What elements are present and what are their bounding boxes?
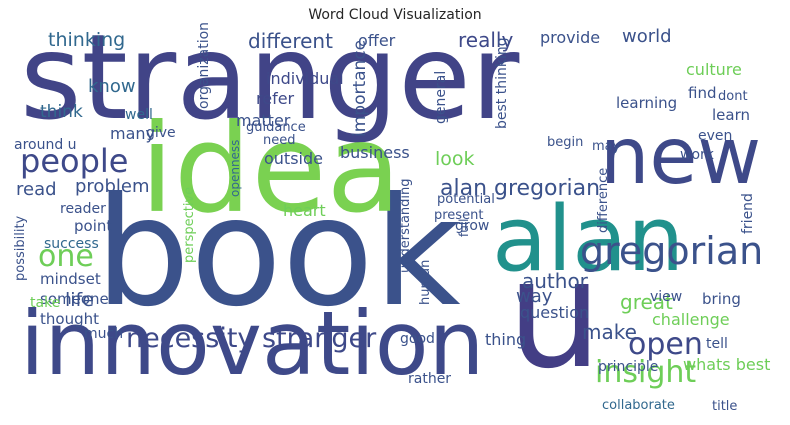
word-challenge: challenge bbox=[652, 310, 730, 329]
word-give: give bbox=[146, 125, 176, 141]
word-thinking: thinking bbox=[48, 29, 126, 51]
word-thought: thought bbox=[40, 310, 99, 328]
word-potential: potential bbox=[437, 192, 495, 207]
word-look: look bbox=[435, 148, 475, 170]
word-question: question bbox=[520, 303, 590, 322]
word-one: one bbox=[38, 239, 94, 274]
word-present: present bbox=[434, 208, 484, 223]
word-provide: provide bbox=[540, 28, 601, 47]
word-possibility: possibility bbox=[13, 215, 28, 281]
word-mindset: mindset bbox=[40, 270, 101, 288]
word-life: life bbox=[65, 289, 94, 311]
word-openness: openness bbox=[228, 139, 242, 197]
word-really: really bbox=[458, 28, 514, 52]
word-difference: difference bbox=[596, 167, 611, 233]
word-understanding: understanding bbox=[398, 178, 413, 273]
word-problem: problem bbox=[75, 176, 150, 197]
word-heart: heart bbox=[283, 201, 326, 220]
word-outside: outside bbox=[264, 149, 323, 168]
word-different: different bbox=[248, 29, 333, 53]
word-principle: principle bbox=[598, 359, 659, 375]
word-individual: individual bbox=[266, 69, 344, 88]
word-culture: culture bbox=[686, 60, 742, 79]
word-offer: offer bbox=[358, 31, 396, 50]
word-make: make bbox=[582, 320, 637, 344]
word-alan: alan bbox=[492, 187, 685, 292]
word-open: open bbox=[628, 327, 703, 362]
word-world: world bbox=[622, 26, 672, 47]
word-importance: importance bbox=[350, 39, 370, 137]
word-tell: tell bbox=[706, 336, 728, 352]
word-thing: thing bbox=[485, 330, 527, 349]
word-collaborate: collaborate bbox=[602, 398, 675, 413]
word-rather: rather bbox=[408, 371, 452, 387]
word-whats-best: whats best bbox=[683, 355, 771, 374]
word-general: general bbox=[433, 70, 449, 124]
word-work: work bbox=[680, 147, 714, 163]
word-around-u: around u bbox=[14, 137, 77, 153]
word-stranger: stranger bbox=[20, 8, 520, 146]
word-reader: reader bbox=[60, 201, 106, 217]
word-view: view bbox=[650, 289, 683, 305]
word-learn: learn bbox=[712, 106, 750, 124]
word-dont: dont bbox=[718, 89, 748, 104]
word-even: even bbox=[698, 128, 733, 144]
word-much: much bbox=[84, 326, 124, 342]
word-title: title bbox=[712, 399, 738, 414]
word-friend: friend bbox=[740, 193, 756, 234]
word-organization: organization bbox=[196, 21, 212, 109]
word-idea: idea bbox=[140, 98, 402, 240]
word-learning: learning bbox=[616, 94, 678, 112]
word-think: think bbox=[40, 102, 83, 122]
word-guidance: guidance bbox=[246, 120, 306, 135]
word-insight: insight bbox=[595, 355, 697, 390]
word-full: full bbox=[457, 218, 471, 238]
word-well: well bbox=[125, 107, 153, 123]
word-know: know bbox=[88, 76, 136, 97]
word-success: success bbox=[44, 236, 99, 252]
word-author: author bbox=[522, 269, 588, 293]
word-need: need bbox=[263, 133, 296, 148]
word-business: business bbox=[340, 143, 410, 162]
word-way: way bbox=[516, 286, 553, 307]
word-take: take bbox=[30, 295, 61, 311]
word-new: new bbox=[600, 112, 762, 202]
word-find: find bbox=[688, 84, 717, 102]
word-point: point bbox=[74, 217, 113, 235]
word-alan-gregorian: alan gregorian bbox=[440, 176, 601, 201]
word-matter: matter bbox=[236, 111, 291, 130]
word-grow: grow bbox=[455, 218, 490, 234]
word-may: may bbox=[592, 139, 621, 154]
word-gregorian: gregorian bbox=[580, 229, 764, 273]
word-refer: refer bbox=[256, 89, 295, 108]
word-people: people bbox=[20, 142, 129, 180]
word-read: read bbox=[16, 179, 57, 200]
word-best-thinking: best thinking bbox=[494, 37, 510, 129]
word-someone: someone bbox=[40, 290, 109, 308]
word-bring: bring bbox=[702, 290, 741, 308]
chart-title: Word Cloud Visualization bbox=[308, 7, 482, 23]
word-innovation: innovation bbox=[20, 292, 485, 395]
word-begin: begin bbox=[547, 135, 584, 150]
word-good: good bbox=[400, 331, 435, 347]
word-great: great bbox=[620, 290, 673, 314]
word-u: u bbox=[507, 228, 603, 402]
word-book: book bbox=[95, 166, 461, 340]
word-perspective: perspective bbox=[182, 186, 197, 263]
word-human: human bbox=[418, 259, 433, 305]
word-many: many bbox=[110, 124, 155, 143]
word-necessity-stranger: necessity stranger bbox=[126, 323, 377, 354]
